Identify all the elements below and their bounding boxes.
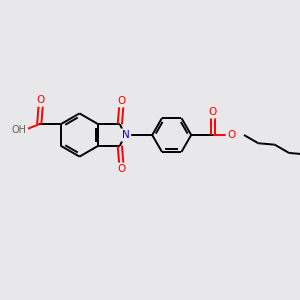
Text: OH: OH	[12, 124, 27, 135]
Text: O: O	[227, 130, 236, 140]
Text: N: N	[122, 130, 130, 140]
Text: O: O	[37, 95, 45, 105]
Text: O: O	[209, 107, 217, 117]
Text: O: O	[117, 164, 125, 174]
Text: O: O	[117, 96, 125, 106]
